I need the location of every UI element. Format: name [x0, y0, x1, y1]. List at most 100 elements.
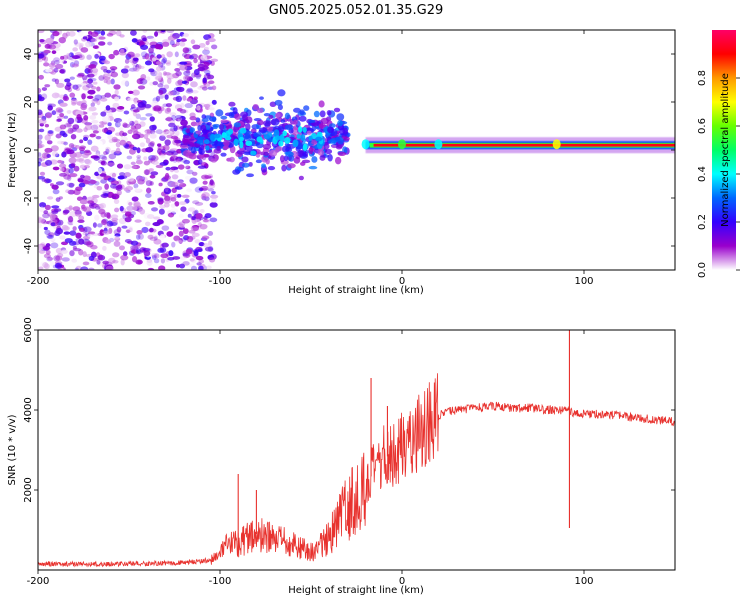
spectrogram-noise-blob [179, 157, 188, 163]
spectrogram-band-blob [190, 146, 196, 154]
spectrogram-noise-blob [101, 156, 108, 161]
spectrogram-noise-blob [59, 235, 66, 240]
spectrogram-noise-blob [90, 38, 98, 43]
spectrogram-x-tick-label: 0 [399, 276, 405, 287]
spectrogram-noise-blob [175, 117, 182, 122]
spectrogram-noise-blob [172, 139, 179, 146]
spectrogram-noise-blob [209, 217, 218, 223]
spectrogram-noise-blob [90, 31, 99, 37]
spectrogram-band-peak [224, 136, 232, 141]
spectrogram-noise-blob [59, 69, 65, 74]
spectrogram-noise-blob [148, 68, 155, 73]
spectrogram-noise-blob [162, 57, 168, 64]
spectrogram-band-blob [287, 163, 296, 169]
spectrogram-noise-blob [167, 196, 173, 202]
spectrogram-noise-blob [111, 136, 118, 143]
spectrogram-band-blob [188, 153, 197, 160]
spectrogram-noise-blob [158, 208, 165, 215]
spectrogram-noise-blob [173, 235, 181, 242]
spectrogram-noise-blob [157, 197, 164, 202]
spectrogram-noise-blob [66, 110, 72, 114]
spectrogram-noise-blob [107, 126, 116, 133]
spectrogram-noise-blob [62, 133, 68, 138]
spectrogram-band-peak [297, 126, 303, 133]
snr-y-tick-label: 2000 [23, 477, 34, 502]
spectrogram-noise-blob [190, 257, 197, 264]
spectrogram-noise-blob [135, 259, 143, 265]
spectrogram-band-blob [185, 128, 191, 134]
spectrogram-band-blob [268, 114, 274, 119]
spectrogram-band-blob [208, 117, 217, 122]
spectrogram-band-blob [259, 96, 264, 100]
spectrogram-band-peak [239, 136, 244, 142]
spectrogram-band-blob [255, 159, 262, 164]
spectrogram-band-blob [253, 132, 262, 138]
spectrogram-noise-blob [52, 189, 60, 195]
spectrogram-noise-blob [160, 253, 169, 259]
spectrogram-noise-blob [153, 238, 162, 245]
spectrogram-noise-blob [99, 229, 105, 236]
spectrogram-noise-blob [174, 67, 181, 72]
spectrogram-band-peak [214, 133, 221, 139]
spectrogram-noise-blob [78, 54, 85, 61]
spectrogram-noise-blob [107, 257, 116, 264]
spectrogram-band-blob [277, 89, 286, 97]
spectrogram-noise-blob [53, 255, 61, 262]
spectrogram-noise-blob [124, 216, 132, 223]
spectrogram-noise-blob [98, 254, 103, 261]
spectrogram-noise-blob [146, 35, 154, 39]
spectrogram-band-blob [223, 139, 230, 147]
spectrogram-noise-blob [102, 128, 108, 133]
spectrogram-noise-blob [106, 33, 114, 37]
spectrogram-noise-blob [195, 213, 203, 219]
spectrogram-noise-blob [110, 78, 115, 85]
spectrogram-noise-blob [124, 210, 132, 214]
spectrogram-noise-blob [155, 73, 161, 80]
spectrogram-noise-blob [193, 250, 199, 257]
spectrogram-noise-blob [38, 87, 42, 94]
spectrogram-noise-blob [121, 225, 128, 229]
spectrogram-noise-blob [119, 172, 126, 177]
spectrogram-noise-blob [51, 78, 57, 82]
spectrogram-band-blob [310, 122, 317, 126]
spectrogram-noise-blob [44, 43, 51, 49]
spectrogram-noise-blob [159, 204, 166, 209]
spectrogram-noise-blob [190, 90, 199, 94]
spectrogram-noise-blob [114, 121, 121, 128]
spectrogram-noise-blob [73, 116, 78, 123]
spectrogram-noise-blob [177, 79, 184, 86]
spectrogram-noise-blob [112, 259, 119, 264]
spectrogram-noise-blob [47, 130, 54, 134]
spectrogram-noise-blob [100, 211, 107, 218]
spectrogram-band-blob [320, 117, 329, 125]
spectrogram-noise-blob [209, 179, 214, 186]
spectrogram-x-label: Height of straight line (km) [288, 285, 424, 296]
spectrogram-noise-blob [146, 260, 153, 266]
spectrogram-noise-blob [113, 49, 120, 56]
spectrogram-band-blob [192, 143, 201, 148]
spectrogram-noise-blob [119, 205, 124, 212]
spectrogram-noise-blob [119, 230, 128, 236]
spectrogram-band-blob [243, 134, 252, 141]
spectrogram-noise-blob [72, 124, 80, 130]
spectrogram-noise-blob [102, 230, 111, 235]
spectrogram-noise-blob [87, 233, 94, 238]
spectrogram-noise-blob [52, 166, 60, 171]
spectrogram-noise-blob [113, 118, 123, 123]
spectrogram-noise-blob [170, 135, 179, 140]
spectrogram-band-blob [189, 116, 197, 121]
spectrogram-noise-blob [38, 30, 45, 34]
spectrogram-noise-blob [177, 180, 184, 186]
spectrogram-band-blob [189, 127, 196, 133]
spectrogram-noise-blob [146, 71, 151, 77]
spectrogram-noise-blob [151, 254, 157, 260]
spectrogram-band-blob [298, 175, 304, 181]
spectrogram-noise-blob [174, 169, 180, 173]
spectrogram-noise-blob [89, 133, 96, 138]
spectrogram-noise-blob [158, 265, 166, 270]
spectrogram-noise-blob [127, 97, 134, 102]
spectrogram-band-peak [221, 132, 227, 139]
spectrogram-noise-blob [200, 55, 208, 61]
spectrogram-noise-blob [119, 175, 128, 180]
spectrogram-noise-blob [112, 252, 120, 258]
